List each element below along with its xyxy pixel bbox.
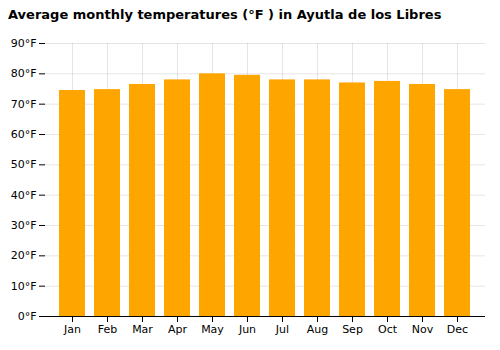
svg-text:90°F: 90°F: [11, 37, 37, 50]
svg-text:Dec: Dec: [447, 323, 468, 336]
svg-text:70°F: 70°F: [11, 98, 37, 111]
svg-text:Sep: Sep: [342, 323, 363, 336]
svg-text:60°F: 60°F: [11, 128, 37, 141]
svg-text:Jun: Jun: [238, 323, 256, 336]
svg-text:Oct: Oct: [378, 323, 398, 336]
svg-text:Feb: Feb: [98, 323, 117, 336]
svg-text:50°F: 50°F: [11, 158, 37, 171]
html-text:Average monthly temperatures (: Average monthly temperatures (°F ) in Ay…: [8, 7, 442, 22]
svg-text:40°F: 40°F: [11, 189, 37, 202]
svg-text:Jan: Jan: [63, 323, 81, 336]
svg-text:80°F: 80°F: [11, 67, 37, 80]
svg-text:Nov: Nov: [412, 323, 434, 336]
svg-text:Apr: Apr: [168, 323, 188, 336]
svg-text:30°F: 30°F: [11, 219, 37, 232]
svg-text:Jul: Jul: [275, 323, 289, 336]
svg-text:20°F: 20°F: [11, 249, 37, 262]
svg-text:10°F: 10°F: [11, 280, 37, 293]
svg-text:Mar: Mar: [132, 323, 153, 336]
svg-text:0°F: 0°F: [18, 310, 37, 323]
svg-text:May: May: [201, 323, 224, 336]
svg-text:Aug: Aug: [307, 323, 328, 336]
